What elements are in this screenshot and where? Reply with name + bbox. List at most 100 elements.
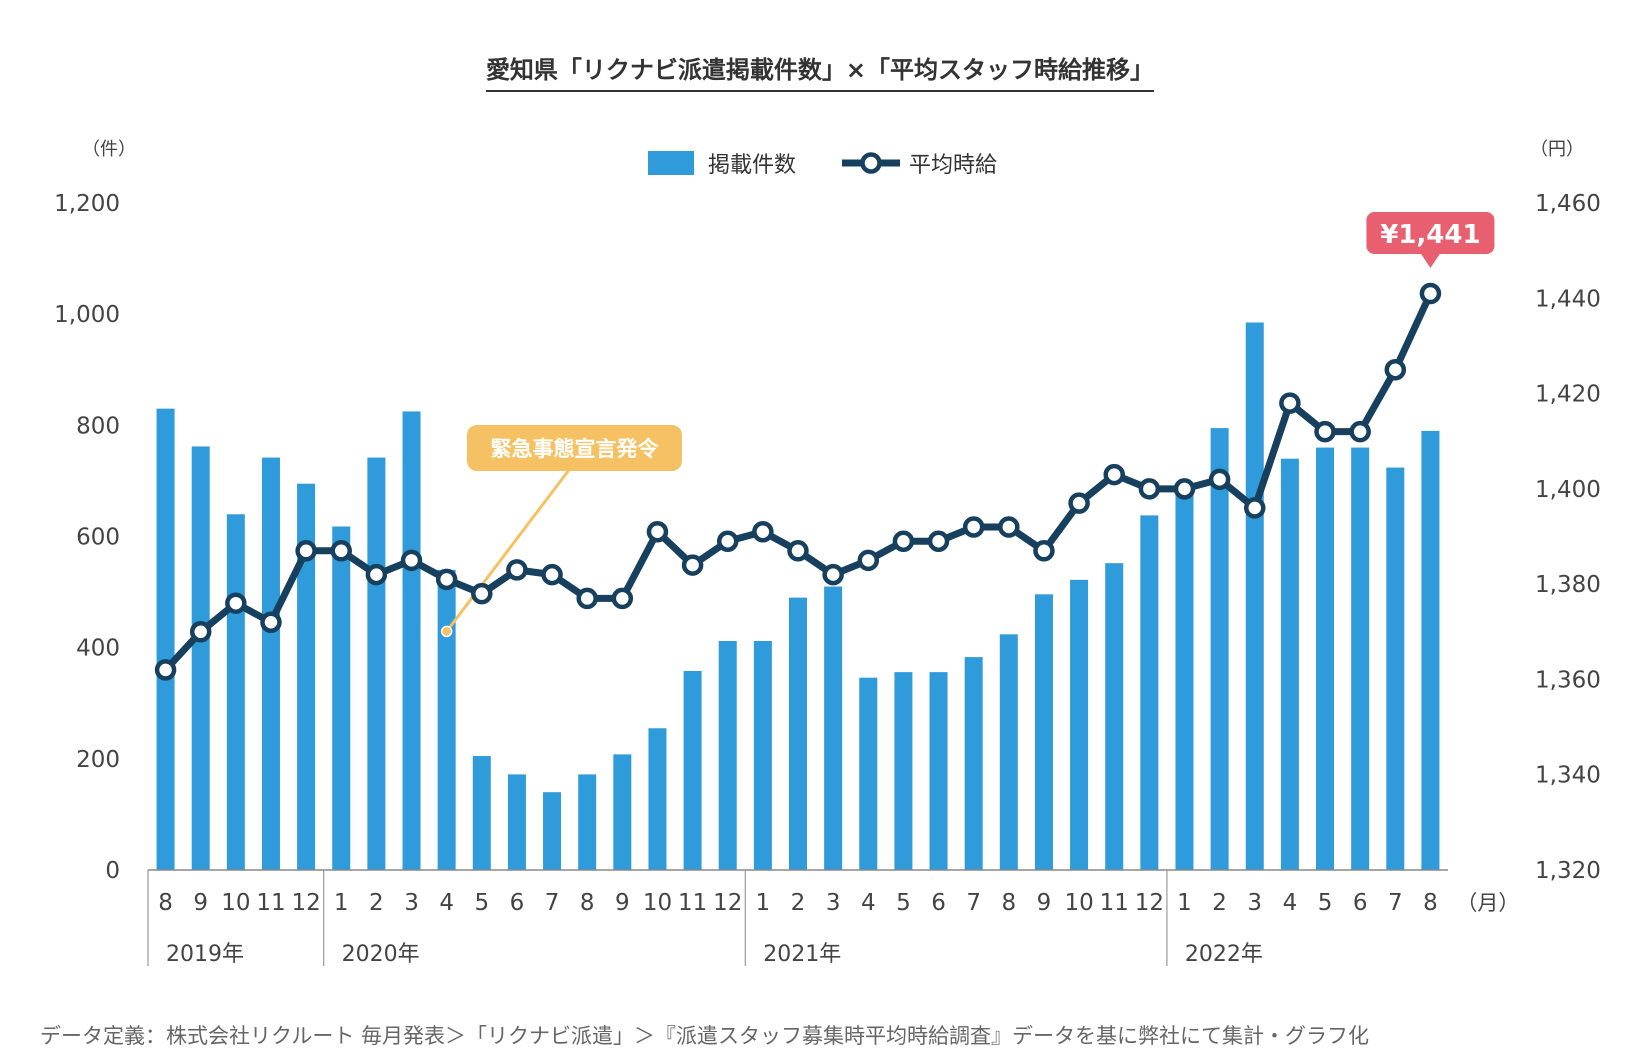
- year-label: 2021年: [763, 942, 841, 967]
- bar: [1386, 467, 1405, 870]
- line-point: [225, 592, 247, 614]
- line-point: [892, 530, 915, 553]
- bar: [718, 640, 737, 870]
- line-point: [576, 587, 598, 610]
- bar: [367, 457, 386, 870]
- bar: [543, 792, 562, 870]
- bar: [402, 411, 421, 870]
- x-tick-label: 11: [678, 890, 707, 916]
- x-tick-label: 7: [966, 890, 981, 916]
- x-tick-label: 6: [931, 890, 946, 916]
- bar: [1245, 322, 1264, 871]
- line-point: [1349, 420, 1371, 443]
- x-tick-label: 5: [1318, 890, 1333, 916]
- year-label: 2020年: [342, 942, 420, 967]
- x-tick-label: 2: [791, 890, 806, 916]
- bar: [824, 586, 843, 870]
- x-tick-label: 9: [193, 890, 208, 916]
- x-tick-label: 4: [861, 890, 876, 916]
- x-tick-label: 3: [826, 890, 841, 916]
- x-tick-label: 8: [580, 890, 595, 916]
- right-axis-ticks: 1,320 1,340 1,360 1,380 1,400 1,420 1,440 1,460: [1535, 191, 1601, 884]
- x-tick-label: 2: [1212, 890, 1227, 916]
- annotation: 緊急事態宣言発令: [440, 425, 682, 638]
- line-point: [1384, 359, 1407, 381]
- line-point: [1068, 492, 1090, 514]
- line-point: [611, 587, 634, 610]
- line-point: [435, 568, 458, 591]
- line-point: [1033, 540, 1055, 562]
- left-tick-label: 200: [76, 747, 120, 773]
- left-tick-label: 0: [105, 858, 120, 884]
- bar: [261, 457, 280, 870]
- right-axis-unit: （円）: [1530, 139, 1584, 160]
- bar: [1105, 563, 1124, 870]
- line-point: [189, 621, 212, 643]
- x-tick-label: 1: [756, 890, 771, 916]
- legend-bar-swatch: [648, 151, 694, 175]
- left-tick-label: 400: [76, 636, 120, 662]
- line-point: [1314, 420, 1336, 443]
- annotation-pointer: [445, 461, 577, 633]
- x-tick-label: 12: [1135, 890, 1164, 916]
- bar: [929, 672, 948, 870]
- x-tick-label: 3: [404, 890, 419, 916]
- x-tick-label: 11: [1100, 890, 1129, 916]
- annotation-label: 緊急事態宣言発令: [491, 437, 660, 461]
- line-point: [752, 520, 774, 543]
- legend-bar-label: 掲載件数: [708, 153, 796, 178]
- bar: [191, 446, 210, 870]
- right-tick-label: 1,360: [1535, 667, 1601, 693]
- annotation-box: [467, 425, 682, 471]
- x-tick-label: 4: [439, 890, 454, 916]
- bar: [789, 597, 807, 870]
- x-tick-label: 5: [474, 890, 489, 916]
- line-point: [506, 559, 528, 581]
- x-tick-label: 7: [1388, 890, 1403, 916]
- x-tick-label: 8: [1001, 890, 1016, 916]
- bar: [894, 672, 913, 870]
- bar: [1175, 489, 1194, 870]
- highlight-label: ¥1,441: [1380, 220, 1480, 250]
- right-tick-label: 1,380: [1535, 572, 1601, 598]
- bar: [1280, 458, 1299, 870]
- x-tick-label: 10: [643, 890, 672, 916]
- left-axis-ticks: 0 200 400 600 800 1,000 1,200: [54, 191, 120, 884]
- left-tick-label: 800: [76, 413, 120, 439]
- left-tick-label: 1,000: [54, 302, 120, 328]
- footnote: データ定義：株式会社リクルート 毎月発表＞「リクナビ派遣」＞『派遣スタッフ募集時…: [40, 1024, 1370, 1048]
- x-tick-label: 10: [221, 890, 250, 916]
- x-tick-label: 6: [510, 890, 525, 916]
- line-point: [295, 540, 317, 562]
- line-point: [927, 530, 950, 553]
- bar: [226, 514, 245, 870]
- right-tick-label: 1,340: [1535, 763, 1601, 789]
- bar: [1070, 579, 1089, 870]
- line-point: [1208, 468, 1231, 491]
- highlight-box: [1366, 212, 1495, 254]
- line-point: [822, 563, 844, 586]
- left-tick-label: 600: [76, 525, 120, 551]
- left-tick-label: 1,200: [54, 191, 120, 217]
- line-point: [962, 516, 985, 538]
- axis-units: （件） （円）: [82, 139, 1584, 160]
- x-tick-label: 1: [1177, 890, 1192, 916]
- bar: [999, 634, 1018, 870]
- line-point: [998, 516, 1020, 538]
- legend-line-label: 平均時給: [909, 153, 997, 178]
- chart-title: 愛知県「リクナビ派遣掲載件数」×「平均スタッフ時給推移」: [0, 50, 1640, 92]
- line-point: [1419, 282, 1442, 305]
- bar: [753, 640, 772, 870]
- line-point: [646, 520, 669, 543]
- bar: [297, 483, 316, 870]
- x-tick-label: 3: [1247, 890, 1262, 916]
- x-tick-label: 7: [545, 890, 560, 916]
- x-tick-label: 10: [1064, 890, 1093, 916]
- right-tick-label: 1,420: [1535, 382, 1601, 408]
- bar: [964, 657, 983, 870]
- left-axis-unit: （件）: [82, 139, 136, 160]
- x-tick-label: 12: [713, 890, 742, 916]
- bar: [1351, 447, 1370, 870]
- bar: [613, 754, 632, 870]
